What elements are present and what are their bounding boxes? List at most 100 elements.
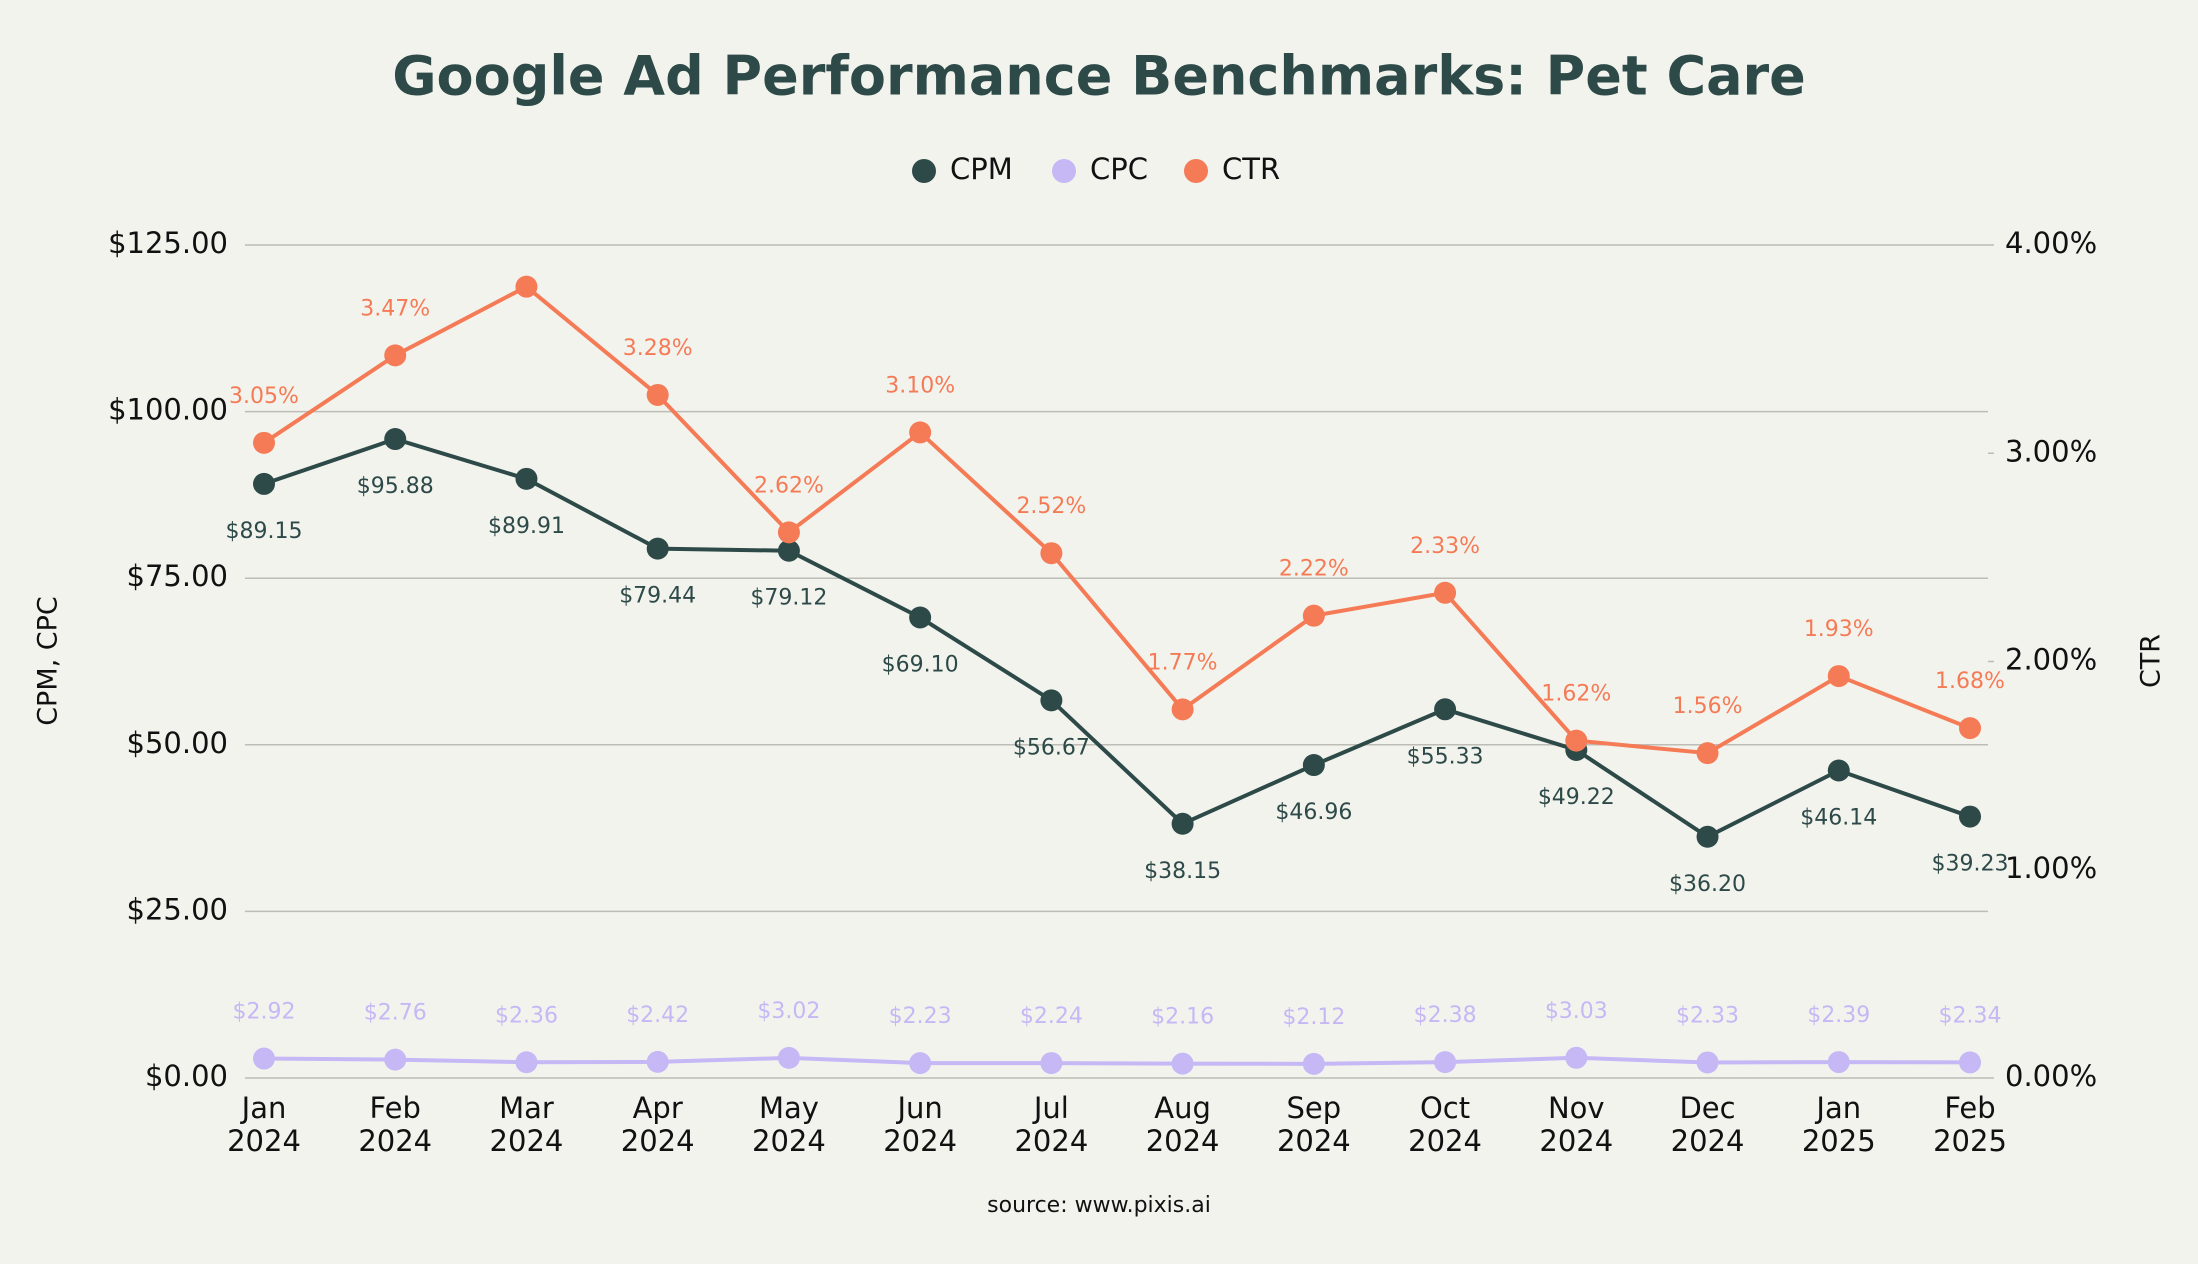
data-label: $89.91 (488, 514, 565, 539)
data-label: $89.15 (226, 519, 303, 544)
y-tick-label: $125.00 (108, 226, 228, 260)
x-tick-label: Jun 2024 (883, 1091, 958, 1158)
data-point (1696, 1051, 1719, 1074)
data-label: 1.93% (1804, 617, 1874, 642)
data-label: 3.05% (229, 384, 299, 409)
data-point (1959, 805, 1981, 828)
data-label: 1.56% (1673, 694, 1743, 719)
data-label: $2.24 (1020, 1004, 1083, 1029)
data-label: 3.10% (885, 373, 955, 398)
series-line (262, 284, 1971, 756)
data-label: $69.10 (882, 653, 959, 678)
data-label: $2.23 (889, 1004, 952, 1029)
y-tick-label: $50.00 (127, 726, 228, 760)
y2-tick-label: 3.00% (2005, 434, 2097, 468)
data-point (253, 1047, 275, 1070)
data-label: $2.33 (1676, 1003, 1739, 1028)
data-label: $79.12 (750, 586, 827, 611)
y-tick-label: $0.00 (145, 1059, 228, 1093)
data-point (1302, 604, 1325, 627)
data-label: $3.02 (757, 999, 820, 1024)
chart-title: Google Ad Performance Benchmarks: Pet Ca… (392, 45, 1806, 108)
data-point (1565, 729, 1588, 752)
data-point (253, 472, 275, 495)
data-label: $3.03 (1545, 999, 1608, 1024)
legend-marker (1184, 159, 1208, 183)
x-tick-label: Feb 2025 (1933, 1091, 2007, 1158)
y2-tick-label: 1.00% (2005, 851, 2097, 885)
data-point (777, 539, 800, 562)
x-tick-label: Nov 2024 (1539, 1091, 1614, 1158)
data-point (909, 421, 932, 444)
data-label: 2.52% (1016, 494, 1086, 519)
data-point (515, 275, 538, 298)
data-label: 2.62% (754, 473, 824, 498)
data-point (646, 1050, 669, 1073)
x-tick-label: Feb 2024 (358, 1091, 433, 1158)
data-point (384, 344, 407, 367)
data-label: $56.67 (1013, 735, 1090, 760)
y2-axis-title: CTR (2136, 634, 2167, 688)
data-point (1565, 1046, 1588, 1069)
data-label: $49.22 (1538, 785, 1615, 810)
y-tick-label: $100.00 (108, 393, 228, 427)
data-label: 2.22% (1279, 557, 1349, 582)
data-label: $2.36 (495, 1003, 558, 1028)
series-line (263, 1055, 1971, 1066)
y-tick-label: $75.00 (127, 559, 228, 593)
data-point (646, 383, 669, 406)
x-tick-label: Mar 2024 (489, 1091, 564, 1158)
data-label: 3.28% (623, 336, 693, 361)
y-axis-title: CPM, CPC (33, 596, 64, 726)
data-point (253, 431, 275, 454)
x-tick-label: Aug 2024 (1145, 1091, 1220, 1158)
legend-marker (1052, 159, 1076, 183)
data-point (1959, 1051, 1981, 1074)
data-label: $39.23 (1932, 852, 2009, 877)
data-label: $38.15 (1144, 859, 1221, 884)
data-label: $2.39 (1807, 1003, 1870, 1028)
data-label: $36.20 (1669, 872, 1746, 897)
data-point (1827, 665, 1850, 688)
x-tick-label: Apr 2024 (620, 1091, 695, 1158)
data-label: $2.16 (1151, 1005, 1214, 1030)
legend-label: CTR (1222, 152, 1280, 186)
data-point (1827, 1051, 1850, 1074)
x-tick-label: Oct 2024 (1408, 1091, 1482, 1158)
y-tick-label: $25.00 (127, 892, 228, 926)
x-tick-label: Dec 2024 (1670, 1091, 1745, 1158)
x-tick-label: Jan 2024 (227, 1091, 301, 1158)
series-line (263, 436, 1971, 840)
legend-label: CPM (950, 152, 1013, 186)
y2-tick-label: 2.00% (2005, 643, 2097, 677)
data-point (515, 1051, 538, 1074)
data-point (1434, 1051, 1457, 1074)
data-label: 1.62% (1541, 682, 1611, 707)
data-point (777, 521, 800, 544)
data-point (1696, 825, 1719, 848)
data-point (1040, 542, 1063, 565)
data-label: $2.92 (233, 1000, 296, 1025)
data-label: $46.14 (1800, 806, 1877, 831)
data-label: $2.38 (1414, 1003, 1477, 1028)
data-point (909, 1052, 932, 1075)
x-tick-label: Sep 2024 (1276, 1091, 1351, 1158)
data-point (1434, 698, 1457, 721)
x-tick-label: May 2024 (752, 1091, 826, 1158)
data-point (384, 1048, 407, 1071)
y2-tick-label: 0.00% (2005, 1059, 2097, 1093)
data-point (1040, 1052, 1063, 1075)
data-point (384, 428, 407, 451)
data-point (1696, 742, 1719, 765)
y2-tick-label: 4.00% (2005, 226, 2097, 260)
x-tick-label: Jan 2025 (1801, 1091, 1876, 1158)
data-label: 2.33% (1410, 534, 1480, 559)
data-point (515, 467, 538, 490)
source: source: www.pixis.ai (987, 1193, 1211, 1218)
data-label: $2.76 (364, 1001, 427, 1026)
data-label: 3.47% (360, 296, 430, 321)
data-point (1302, 754, 1325, 777)
legend-marker (912, 159, 936, 183)
data-point (909, 606, 932, 629)
data-label: $2.42 (626, 1003, 689, 1028)
